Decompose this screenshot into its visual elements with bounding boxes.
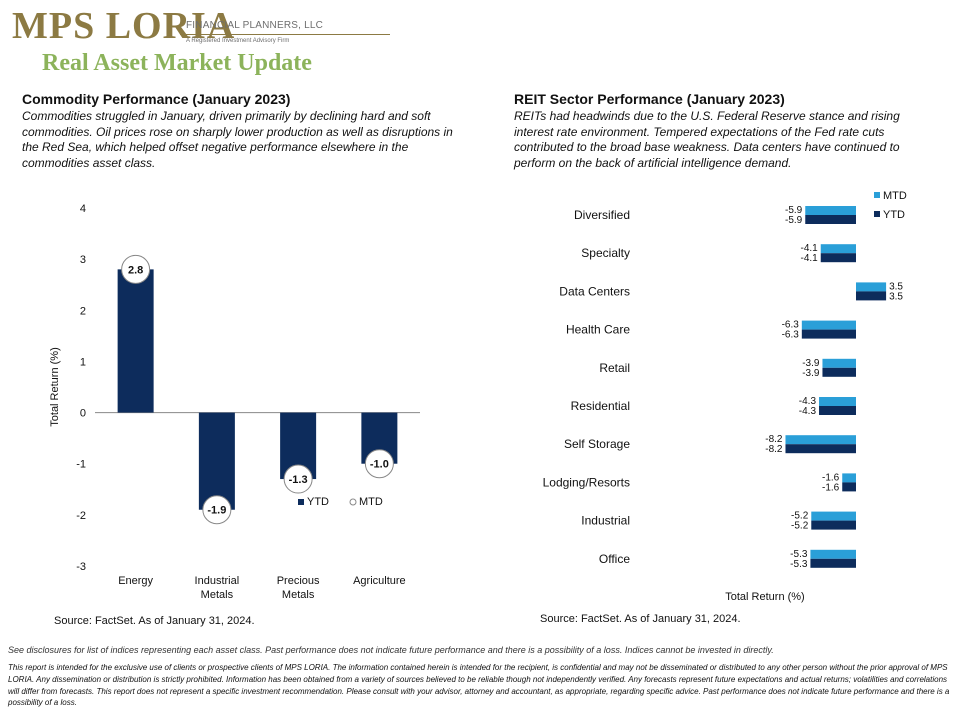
commodity-section-body: Commodities struggled in January, driven…: [22, 109, 453, 170]
category-label-9: Office: [599, 552, 630, 566]
category-label-6: Self Storage: [564, 437, 630, 451]
legend-mtd-swatch: [874, 192, 880, 198]
data-label-ytd-2: 3.5: [889, 291, 903, 302]
category-label-3: Health Care: [566, 323, 630, 337]
legend-ytd-swatch: [874, 211, 880, 217]
data-label-ytd-6: -8.2: [765, 444, 783, 455]
x-tick-label-2: Precious: [277, 575, 320, 587]
x-axis-label: Total Return (%): [725, 591, 804, 603]
x-tick-label-2: Metals: [282, 589, 315, 601]
data-label-ytd-3: -6.3: [782, 330, 800, 341]
data-label-ytd-1: -4.1: [801, 253, 819, 264]
y-tick-label: 2: [80, 305, 86, 317]
logo-subtitle: FINANCIAL PLANNERS, LLC: [186, 20, 324, 31]
bar-ytd-8: [811, 520, 856, 530]
legend-mtd-label: MTD: [883, 190, 907, 202]
data-label-ytd-5: -4.3: [799, 406, 817, 417]
bar-ytd-6: [785, 444, 856, 454]
reit-section-body: REITs had headwinds due to the U.S. Fede…: [514, 109, 900, 170]
bar-ytd-1: [198, 412, 235, 510]
data-label-ytd-0: -5.9: [785, 215, 803, 226]
bar-ytd-1: [820, 253, 856, 263]
legend-ytd-label: YTD: [883, 209, 905, 221]
legend-mtd-swatch: [349, 498, 357, 506]
data-label-mtd-5: -4.3: [799, 396, 817, 407]
category-label-8: Industrial: [581, 514, 630, 528]
bar-mtd-6: [785, 435, 856, 445]
data-label-2: -1.3: [289, 474, 308, 486]
x-tick-label-1: Industrial: [195, 575, 240, 587]
bar-mtd-8: [811, 511, 856, 521]
commodity-section-title: Commodity Performance (January 2023): [22, 91, 291, 107]
category-label-5: Residential: [571, 399, 630, 413]
reit-source-note: Source: FactSet. As of January 31, 2024.: [540, 613, 741, 625]
data-label-mtd-2: 3.5: [889, 281, 903, 292]
disclosure-long: This report is intended for the exclusiv…: [8, 663, 950, 708]
bar-mtd-5: [819, 397, 856, 406]
bar-ytd-4: [822, 367, 856, 377]
y-axis-label: Total Return (%): [49, 347, 61, 426]
category-label-4: Retail: [599, 361, 630, 375]
category-label-0: Diversified: [574, 208, 630, 222]
data-label-bubble-2: [283, 464, 313, 494]
y-tick-label: 4: [80, 203, 86, 215]
bar-ytd-0: [117, 269, 154, 413]
bar-ytd-5: [819, 406, 856, 415]
data-label-mtd-1: -4.1: [801, 243, 819, 254]
data-label-mtd-8: -5.2: [791, 511, 809, 522]
data-label-ytd-7: -1.6: [822, 482, 840, 493]
bar-mtd-9: [810, 549, 856, 559]
x-tick-label-0: Energy: [118, 575, 153, 587]
data-label-ytd-4: -3.9: [802, 368, 820, 379]
legend-mtd-label: MTD: [359, 496, 383, 508]
commodity-performance-chart: 4 3 2 1 0 -1 -2 -3 Total Return (%) 2.8 Energy -1.9…: [49, 203, 420, 601]
legend-ytd-label: YTD: [307, 496, 329, 508]
disclosure-short: See disclosures for list of indices repr…: [8, 645, 774, 655]
logo-divider: [180, 34, 390, 35]
bar-mtd-7: [842, 473, 856, 483]
bar-ytd-0: [805, 215, 856, 224]
data-label-mtd-6: -8.2: [765, 434, 783, 445]
data-label-3: -1.0: [370, 459, 389, 471]
data-label-ytd-9: -5.3: [790, 559, 808, 570]
data-label-mtd-0: -5.9: [785, 205, 803, 216]
bar-mtd-0: [805, 206, 856, 215]
data-label-bubble-3: [364, 449, 394, 479]
x-tick-label-1: Metals: [201, 589, 234, 601]
data-label-mtd-9: -5.3: [790, 549, 808, 560]
bar-ytd-2: [856, 291, 887, 301]
y-tick-label: 1: [80, 356, 86, 368]
bar-mtd-4: [822, 358, 856, 368]
commodity-source-note: Source: FactSet. As of January 31, 2024.: [54, 615, 255, 627]
data-label-bubble-0: [121, 254, 151, 284]
data-label-mtd-3: -6.3: [782, 320, 800, 331]
y-tick-label: 0: [80, 408, 86, 420]
x-tick-label-3: Agriculture: [353, 575, 406, 587]
data-label-0: 2.8: [128, 264, 143, 276]
page-title: Real Asset Market Update: [42, 50, 312, 76]
reit-performance-chart: Diversified -5.9-5.9 Specialty -4.1-4.1 Data…: [543, 190, 907, 603]
data-label-mtd-4: -3.9: [802, 358, 820, 369]
bar-ytd-3: [801, 329, 856, 339]
category-label-7: Lodging/Resorts: [543, 475, 630, 489]
category-label-1: Specialty: [581, 246, 630, 260]
legend-ytd-swatch: [298, 499, 304, 505]
y-tick-label: -2: [76, 510, 86, 522]
bar-ytd-7: [842, 482, 856, 492]
bar-ytd-9: [810, 558, 856, 568]
bar-mtd-2: [856, 282, 887, 292]
y-tick-label: 3: [80, 254, 86, 266]
data-label-1: -1.9: [207, 505, 226, 517]
logo-tagline: A Registered Investment Advisory Firm: [186, 38, 290, 44]
bar-mtd-3: [801, 320, 856, 330]
data-label-ytd-8: -5.2: [791, 521, 809, 532]
data-label-bubble-1: [202, 495, 232, 525]
y-tick-label: -3: [76, 561, 86, 573]
bar-mtd-1: [820, 244, 856, 254]
y-tick-label: -1: [76, 459, 86, 471]
company-logo: MPS LORIA: [12, 5, 236, 47]
category-label-2: Data Centers: [559, 284, 630, 298]
data-label-mtd-7: -1.6: [822, 472, 840, 483]
reit-section-title: REIT Sector Performance (January 2023): [514, 91, 785, 107]
